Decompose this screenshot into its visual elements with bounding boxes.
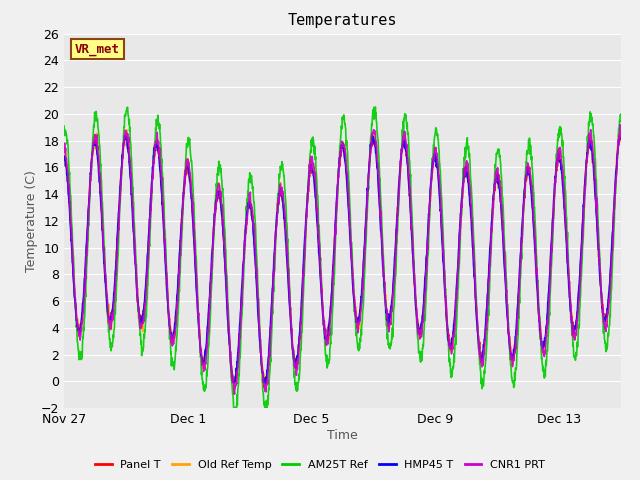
Y-axis label: Temperature (C): Temperature (C) bbox=[25, 170, 38, 272]
Title: Temperatures: Temperatures bbox=[287, 13, 397, 28]
Legend: Panel T, Old Ref Temp, AM25T Ref, HMP45 T, CNR1 PRT: Panel T, Old Ref Temp, AM25T Ref, HMP45 … bbox=[90, 456, 550, 474]
X-axis label: Time: Time bbox=[327, 429, 358, 442]
Text: VR_met: VR_met bbox=[75, 43, 120, 56]
